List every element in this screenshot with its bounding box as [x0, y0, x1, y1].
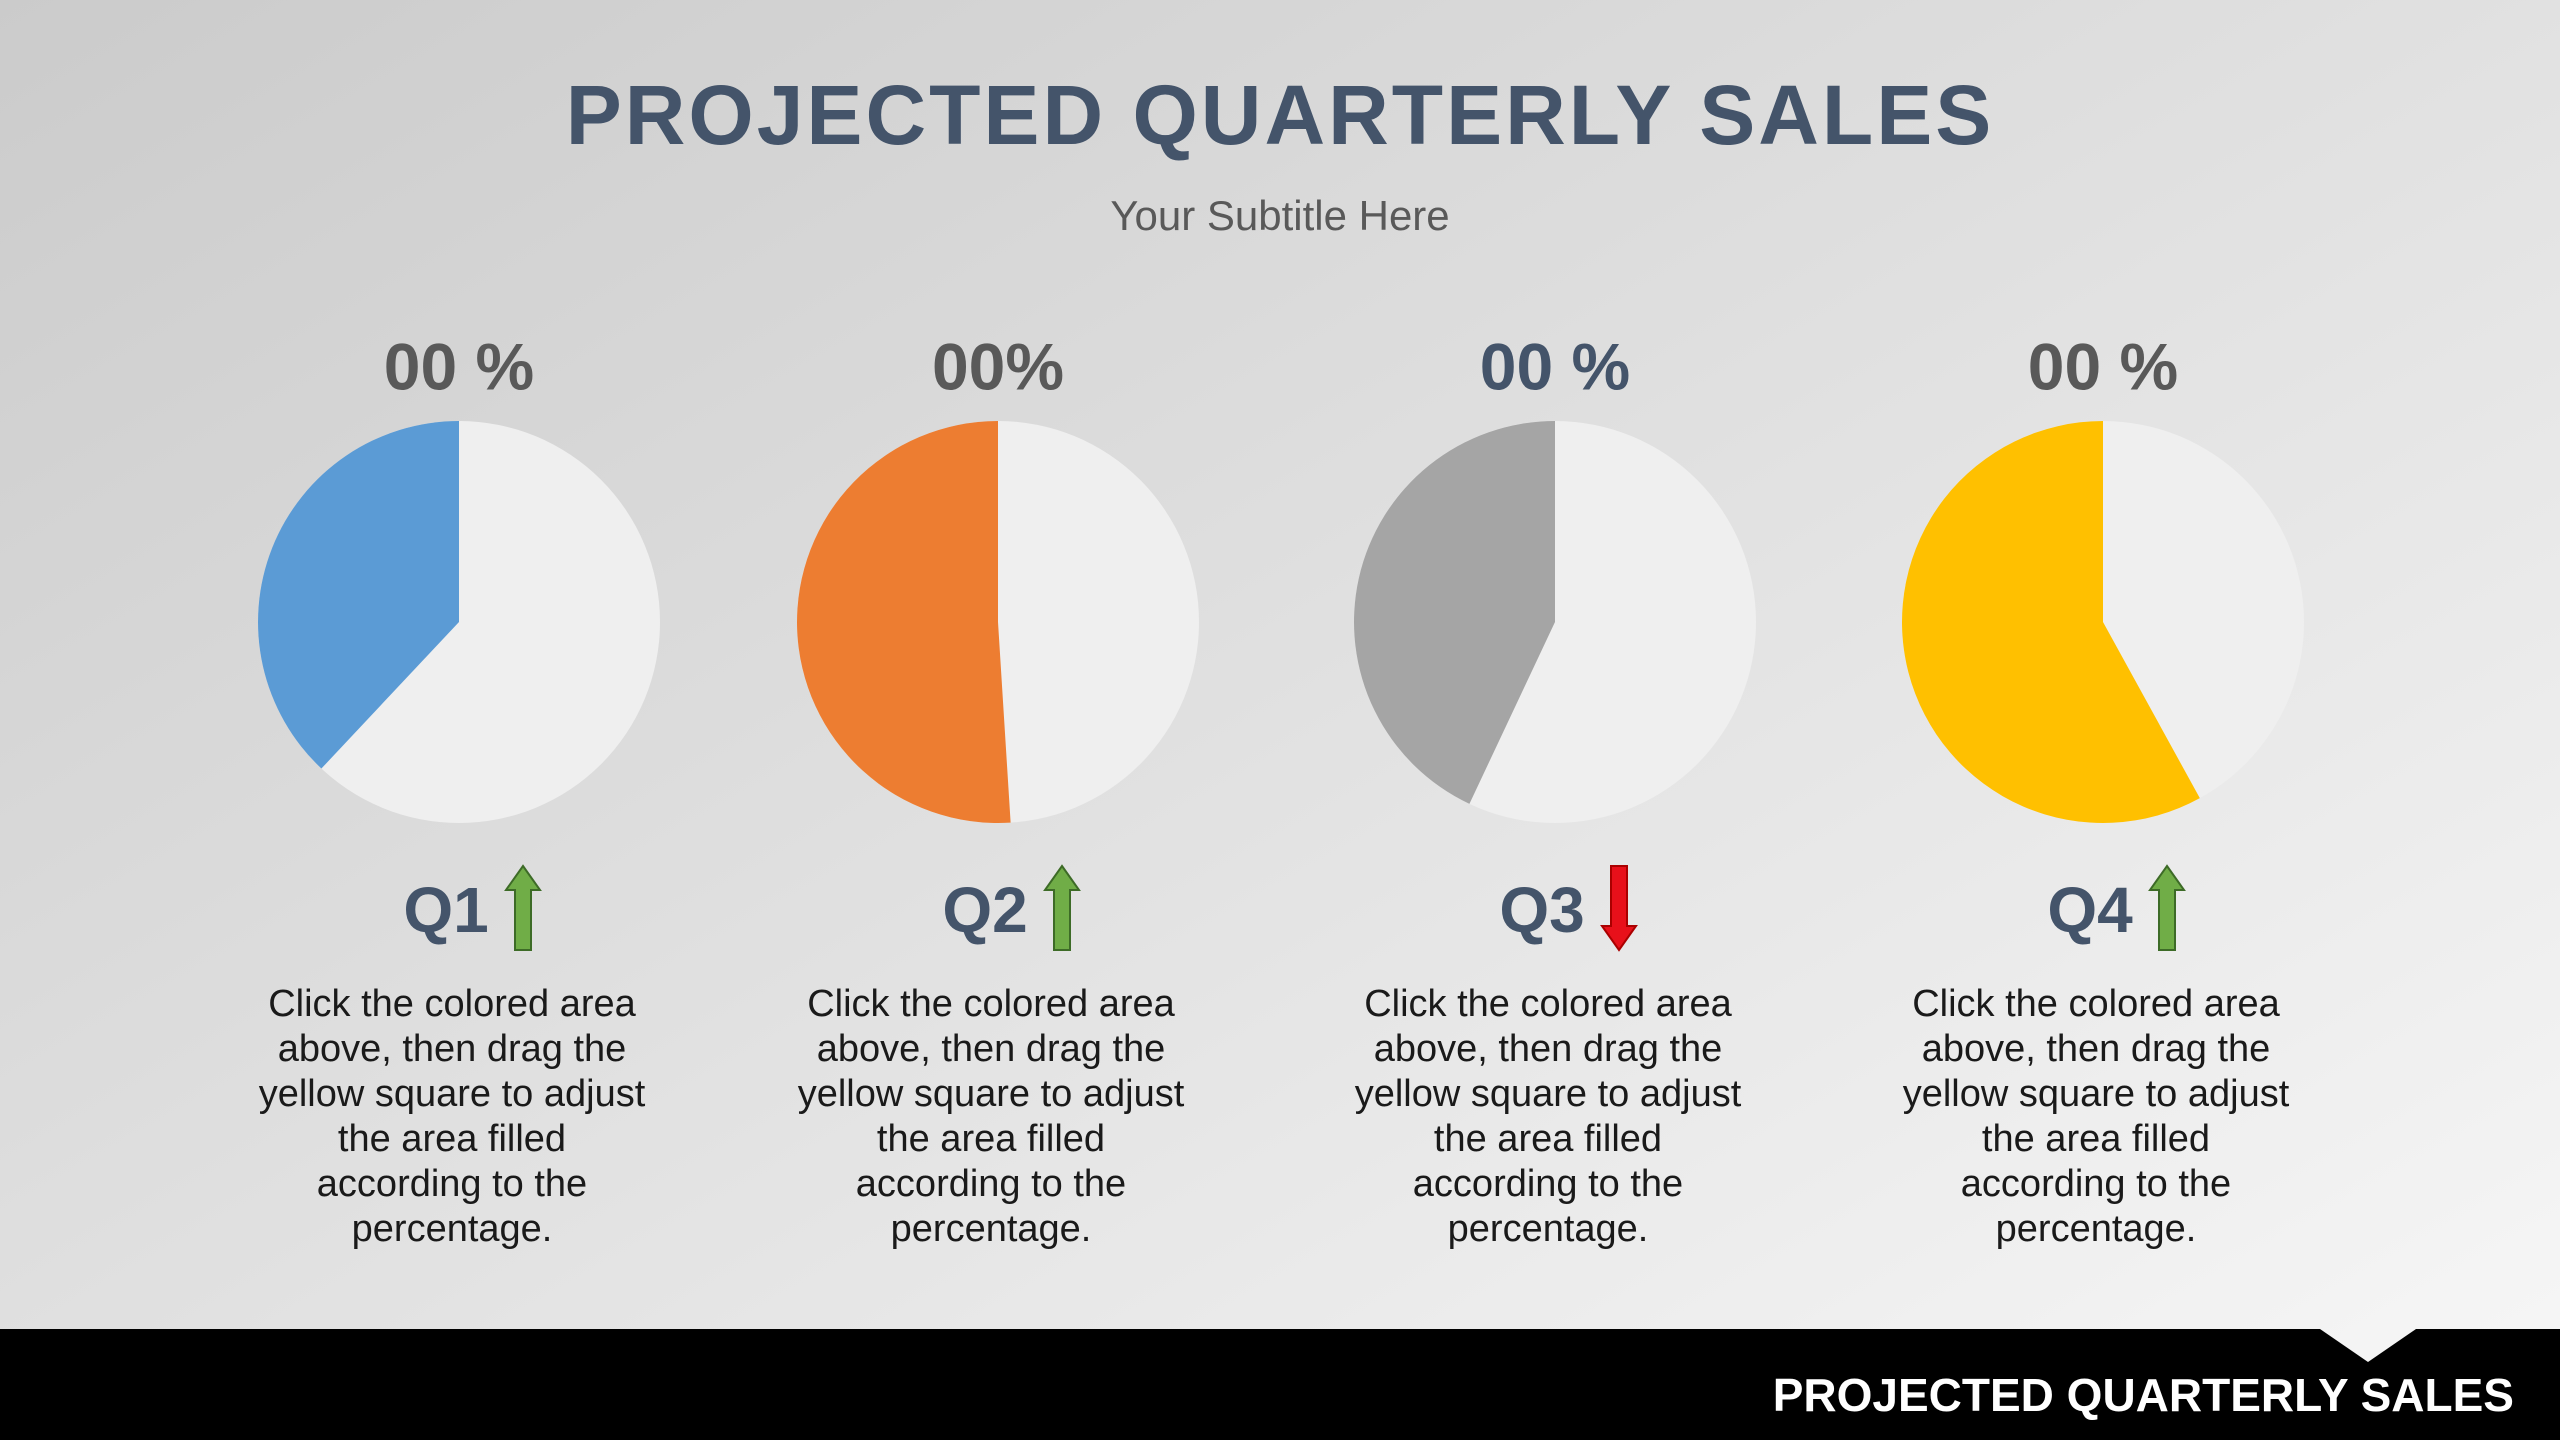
pie-fill [1902, 421, 2200, 823]
description-line: the area filled [877, 1118, 1105, 1160]
description-line: yellow square to adjust [259, 1073, 646, 1115]
description-line: according to the [856, 1163, 1126, 1205]
quarter-label: Q1 [403, 874, 488, 946]
percent-label: 00% [932, 329, 1064, 403]
description-line: above, then drag the [1374, 1028, 1723, 1070]
trend-arrow-up [1043, 864, 1081, 951]
description-line: according to the [317, 1163, 587, 1205]
description-line: Click the colored area [268, 983, 636, 1025]
description-line: yellow square to adjust [1355, 1073, 1742, 1115]
pie-fill [258, 421, 459, 769]
description-line: above, then drag the [1922, 1028, 2271, 1070]
description-line: percentage. [352, 1208, 553, 1250]
description-line: the area filled [1982, 1118, 2210, 1160]
description-line: yellow square to adjust [1903, 1073, 2290, 1115]
quarter-label: Q3 [1499, 874, 1584, 946]
trend-arrow-up [2148, 864, 2186, 951]
description-line: according to the [1413, 1163, 1683, 1205]
description-line: according to the [1961, 1163, 2231, 1205]
description-line: yellow square to adjust [798, 1073, 1185, 1115]
description-line: the area filled [338, 1118, 566, 1160]
percent-label: 00 % [384, 329, 534, 403]
description-line: percentage. [891, 1208, 1092, 1250]
percent-label: 00 % [1480, 329, 1630, 403]
pie-fill [1354, 421, 1555, 804]
quarter-label: Q2 [942, 874, 1027, 946]
quarter-label: Q4 [2047, 874, 2133, 946]
description-line: Click the colored area [1364, 983, 1732, 1025]
footer-title: PROJECTED QUARTERLY SALES [1773, 1369, 2514, 1421]
trend-arrow-up [504, 864, 542, 951]
percent-label: 00 % [2028, 329, 2178, 403]
title: PROJECTED QUARTERLY SALES [566, 68, 1995, 162]
pie-fill [797, 421, 1011, 823]
description-line: Click the colored area [1912, 983, 2280, 1025]
subtitle: Your Subtitle Here [1110, 192, 1449, 239]
description-line: percentage. [1448, 1208, 1649, 1250]
description-line: above, then drag the [817, 1028, 1166, 1070]
description-line: Click the colored area [807, 983, 1175, 1025]
description-line: percentage. [1996, 1208, 2197, 1250]
description-line: the area filled [1434, 1118, 1662, 1160]
footer-band [0, 1329, 2560, 1440]
trend-arrow-down [1600, 865, 1638, 952]
description-line: above, then drag the [278, 1028, 627, 1070]
